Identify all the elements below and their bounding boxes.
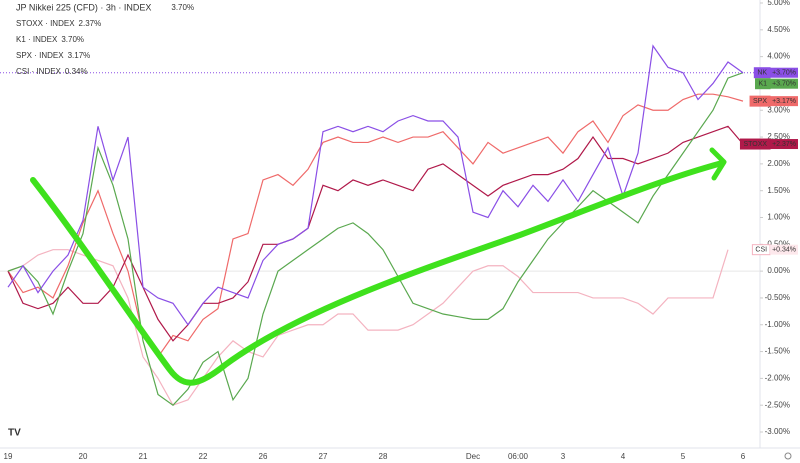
x-tick-label: 26 [259, 452, 268, 461]
tag-name: CSI [755, 247, 767, 254]
legend-value: 3.17% [68, 51, 91, 60]
x-tick-label: 19 [4, 452, 13, 461]
legend-value: 3.70% [171, 3, 194, 12]
tag-name: K1 [759, 81, 768, 88]
y-tick-label: 5.00% [767, 0, 790, 7]
tag-box [770, 244, 798, 255]
drawn-arrow-head [709, 147, 727, 181]
tag-name: STOXX [743, 141, 767, 148]
settings-icon[interactable] [784, 452, 792, 460]
legend-name: CSI · INDEX [16, 67, 62, 76]
drawn-arrow [30, 160, 725, 386]
y-tick-label: -1.00% [765, 320, 790, 329]
tag-value: +0.34% [772, 247, 796, 254]
y-tick-label: 0.00% [767, 266, 790, 275]
tag-value: +3.70% [772, 70, 796, 77]
tag-box [770, 96, 798, 107]
legend-name: STOXX · INDEX [16, 19, 75, 28]
x-tick-label: 06:00 [508, 452, 529, 461]
series-line [7, 125, 744, 342]
tag-value: +3.17% [772, 98, 796, 105]
x-tick-label: 6 [741, 452, 746, 461]
series-line [7, 72, 744, 406]
x-tick-label: 27 [319, 452, 328, 461]
legend-value: 3.70% [61, 35, 84, 44]
x-tick-label: 28 [379, 452, 388, 461]
y-tick-label: -2.50% [765, 400, 790, 409]
x-tick-label: 4 [621, 452, 626, 461]
plot-area [0, 44, 760, 406]
y-tick-label: 3.00% [767, 105, 790, 114]
y-tick-label: 0.50% [767, 239, 790, 248]
tag-name: NK [757, 70, 767, 77]
tag-value: +3.70% [772, 81, 796, 88]
legend-value: 2.37% [79, 19, 102, 28]
series-line [7, 249, 729, 406]
legend-name: SPX · INDEX [16, 51, 64, 60]
x-tick-label: Dec [466, 452, 480, 461]
tag-box [770, 67, 798, 78]
series-line [7, 93, 744, 358]
y-tick-label: 2.00% [767, 159, 790, 168]
y-tick-label: 4.00% [767, 52, 790, 61]
legend-name: K1 · INDEX [16, 35, 58, 44]
x-tick-label: 3 [561, 452, 566, 461]
y-tick-label: -2.00% [765, 373, 790, 382]
series-line [7, 44, 744, 326]
x-tick-label: 5 [681, 452, 686, 461]
y-tick-label: 1.00% [767, 213, 790, 222]
logo: TV [8, 428, 21, 439]
y-tick-label: 4.50% [767, 25, 790, 34]
x-tick-label: 21 [139, 452, 148, 461]
y-tick-label: -3.00% [765, 427, 790, 436]
legend-name: JP Nikkei 225 (CFD) · 3h · INDEX [16, 2, 151, 12]
tag-box [770, 78, 798, 89]
y-tick-label: 2.50% [767, 132, 790, 141]
y-tick-label: -0.50% [765, 293, 790, 302]
x-tick-label: 22 [199, 452, 208, 461]
y-tick-label: -1.50% [765, 347, 790, 356]
y-tick-label: 1.50% [767, 186, 790, 195]
tag-value: +2.37% [772, 141, 796, 148]
x-tick-label: 20 [79, 452, 88, 461]
tag-name: SPX [753, 98, 767, 105]
tag-box [770, 139, 798, 150]
legend-value: 0.34% [65, 67, 88, 76]
